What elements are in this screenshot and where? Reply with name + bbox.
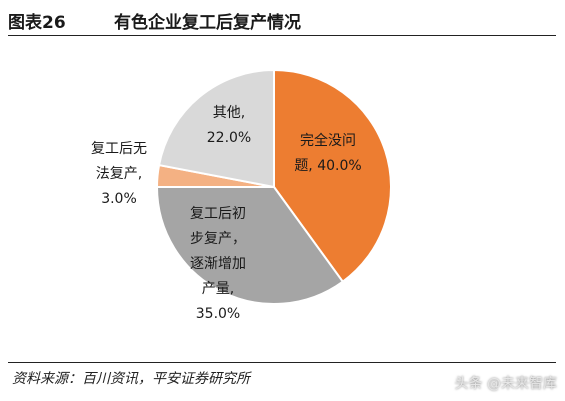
watermark: 头条 @未来智库 [454, 376, 557, 392]
title-rule [8, 35, 556, 36]
slice-label: 复工后初步复产，逐渐增加产量, 35.0% [190, 205, 246, 322]
slice-label: 复工后无法复产, 3.0% [91, 140, 147, 207]
source-note: 资料来源：百川资讯，平安证券研究所 [12, 371, 250, 387]
source-rule [8, 362, 556, 363]
figure-title: 有色企业复工后复产情况 [114, 13, 301, 33]
figure-header: 图表26 有色企业复工后复产情况 [8, 6, 556, 36]
slice-label: 其他, 22.0% [207, 105, 251, 146]
slice-label: 完全没问题, 40.0% [294, 132, 361, 174]
pie-slice [155, 186, 345, 305]
pie-slice [273, 68, 392, 284]
figure-number: 图表26 [8, 13, 66, 33]
pie-chart: 完全没问题, 40.0% 复工后初步复产，逐渐增加产量, 35.0% 复工后无法复产,… [91, 68, 392, 322]
pie-slice [157, 68, 275, 189]
